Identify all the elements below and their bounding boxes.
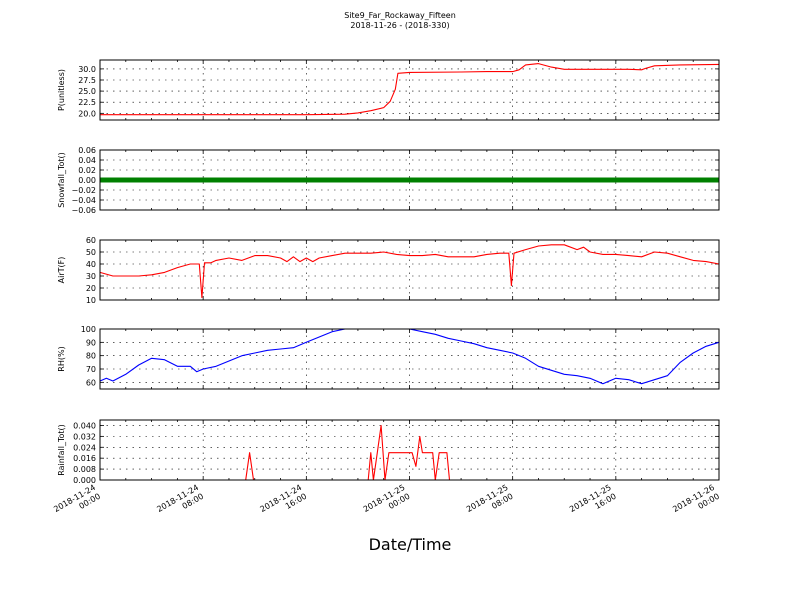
- panel-4-ylabel: Rainfall_Tot(): [57, 424, 66, 476]
- panel-2-ylabel: AirT(F): [57, 257, 66, 284]
- panel-3-frame: [99, 328, 720, 390]
- panel-3-ytick-label-0: 60: [86, 378, 96, 387]
- panel-1-ytick-label-3: 0.00: [78, 176, 96, 185]
- panel-0-ytick-label-0: 20.0: [78, 109, 96, 118]
- x-tick-label-5: 2018-11-2516:00: [568, 483, 618, 523]
- panel-4-ytick-label-1: 0.008: [73, 465, 96, 474]
- panel-2-ytick-label-5: 60: [86, 236, 96, 245]
- x-tick-label-3: 2018-11-2500:00: [362, 483, 412, 523]
- panel-1: −0.06−0.04−0.020.000.020.040.06 Snowfall_…: [57, 146, 720, 215]
- panel-3-ytick-label-4: 100: [81, 325, 96, 334]
- panel-4-ytick-label-4: 0.032: [73, 432, 96, 441]
- panel-1-ytick-label-5: 0.04: [78, 156, 96, 165]
- panel-2-ytick-label-0: 10: [86, 296, 96, 305]
- x-tick-label-1: 2018-11-2408:00: [155, 483, 205, 523]
- panel-2: 10 20 30 40 50 60 AirT(F): [57, 236, 720, 305]
- panel-1-ytick-label-1: −0.04: [71, 196, 96, 205]
- panel-0-ytick-label-4: 30.0: [78, 65, 96, 74]
- x-tick-labels: 2018-11-2400:00 2018-11-2408:00 2018-11-24…: [52, 483, 721, 523]
- panel-2-series-line: [99, 244, 720, 299]
- chart-subtitle: 2018-11-26 - (2018-330): [350, 21, 449, 30]
- panel-2-ytick-label-4: 50: [86, 248, 96, 257]
- panel-4: 0.000 0.008 0.016 0.024 0.032 0.040 Rainfall_T…: [57, 419, 720, 485]
- panel-1-ytick-label-2: −0.02: [71, 186, 96, 195]
- panel-0-frame: [99, 59, 720, 121]
- chart-title: Site9_Far_Rockaway_Fifteen: [344, 11, 456, 20]
- panel-1-frame: [99, 149, 720, 211]
- panel-1-ytick-label-0: −0.06: [71, 206, 96, 215]
- panel-2-ytick-label-2: 30: [86, 272, 96, 281]
- panel-3: 60 70 80 90 100 RH(%): [57, 325, 720, 390]
- panel-2-ytick-label-1: 20: [86, 284, 96, 293]
- panel-1-ytick-label-6: 0.06: [78, 146, 96, 155]
- panel-1-ylabel: Snowfall_Tot(): [57, 152, 66, 208]
- panel-0-ytick-label-2: 25.0: [78, 87, 96, 96]
- panel-4-ytick-label-2: 0.016: [73, 454, 96, 463]
- panel-4-series-line: [100, 424, 719, 481]
- panel-4-ytick-label-3: 0.024: [73, 443, 96, 452]
- x-tick-label-6: 2018-11-2600:00: [671, 483, 721, 523]
- panel-4-frame: [99, 419, 720, 481]
- panel-2-frame: [99, 239, 720, 301]
- panel-4-ytick-label-5: 0.040: [73, 421, 96, 430]
- panel-3-ytick-label-2: 80: [86, 352, 96, 361]
- panel-3-ytick-label-1: 70: [86, 365, 96, 374]
- panel-0-ytick-label-1: 22.5: [78, 98, 96, 107]
- panel-1-ytick-label-4: 0.02: [78, 166, 96, 175]
- panel-0-ytick-label-3: 27.5: [78, 76, 96, 85]
- panel-3-ylabel: RH(%): [57, 346, 66, 371]
- x-tick-label-4: 2018-11-2508:00: [465, 483, 515, 523]
- chart-panels: 20.022.525.027.530.0P(unitless)−0.06−0.0…: [57, 59, 720, 485]
- x-tick-label-0: 2018-11-2400:00: [52, 483, 102, 523]
- panel-2-ytick-label-3: 40: [86, 260, 96, 269]
- panel-3-ytick-label-3: 90: [86, 338, 96, 347]
- x-tick-label-2: 2018-11-2416:00: [259, 483, 309, 523]
- panel-4-ytick-label-0: 0.000: [73, 476, 96, 485]
- panel-0-series-line: [100, 63, 720, 116]
- panel-0: 20.0 22.5 25.0 27.5 30.0 P(unitless): [57, 59, 720, 121]
- panel-0-ylabel: P(unitless): [57, 69, 66, 111]
- x-axis-title: Date/Time: [369, 535, 452, 554]
